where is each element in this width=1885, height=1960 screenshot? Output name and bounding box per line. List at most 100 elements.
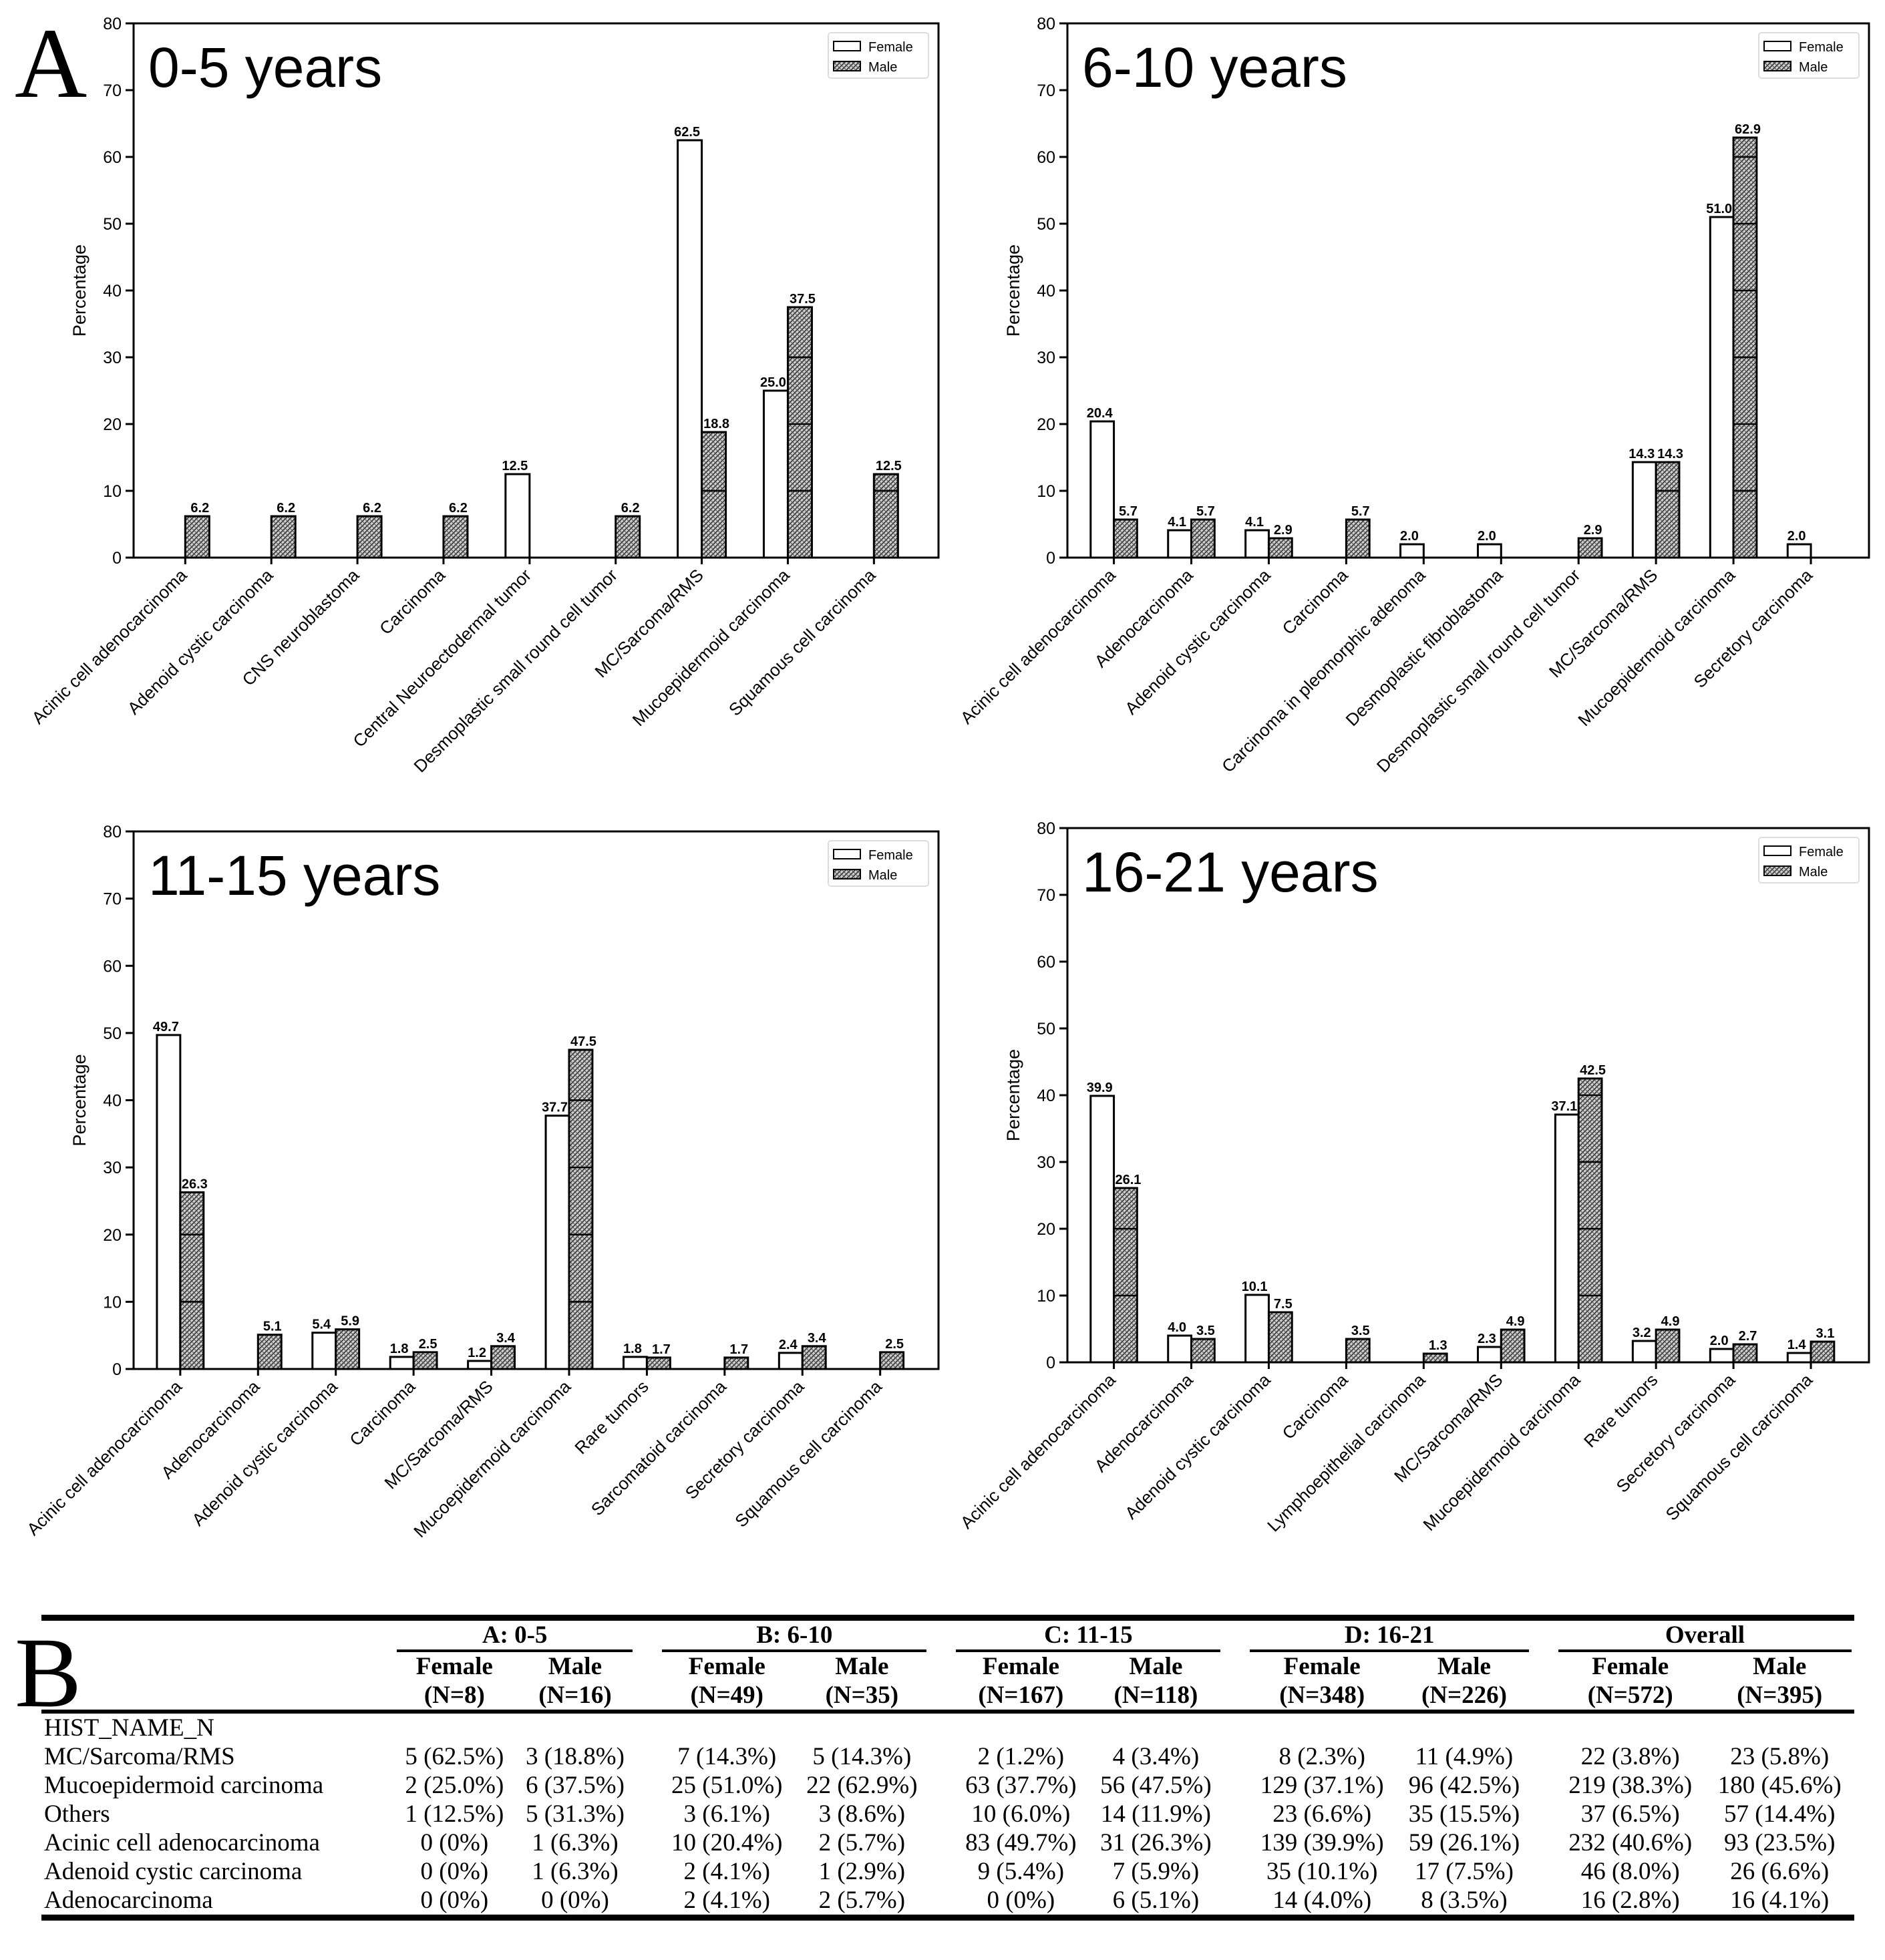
x-tick-label: Sarcomatoid carcinoma	[587, 1376, 731, 1520]
table-group-header-row: A: 0-5 B: 6-10 C: 11-15 D: 16-21 Overall	[41, 1617, 1854, 1652]
y-tick-label: 40	[1037, 282, 1055, 301]
group-header: D: 16-21	[1247, 1618, 1532, 1652]
bar-male	[1422, 1352, 1448, 1364]
data-label: 14.3	[1629, 447, 1655, 461]
data-label: 51.0	[1706, 202, 1732, 216]
y-tick-label: 0	[1046, 549, 1055, 568]
column-n: (N=8)	[394, 1681, 515, 1714]
table-cell: 2 (1.2%)	[977, 1743, 1065, 1770]
data-label: 2.0	[1787, 529, 1806, 544]
data-label: 37.5	[790, 292, 816, 307]
data-label: 3.5	[1351, 1324, 1370, 1338]
bar-female	[1631, 461, 1657, 559]
column-header: Female	[1283, 1653, 1361, 1680]
bar-female	[1089, 420, 1116, 559]
bar-male	[786, 306, 813, 559]
data-label: 4.9	[1506, 1314, 1525, 1329]
group-header: A: 0-5	[394, 1618, 635, 1652]
data-label: 25.0	[760, 375, 786, 390]
data-label: 2.0	[1400, 529, 1419, 544]
bar-male	[801, 1345, 827, 1370]
bar-female	[1786, 1352, 1812, 1364]
data-label: 20.4	[1087, 406, 1113, 421]
data-label: 1.7	[729, 1342, 748, 1357]
data-label: 5.9	[341, 1314, 359, 1329]
table-cell: 56 (47.5%)	[1100, 1772, 1212, 1799]
data-label: 4.9	[1661, 1314, 1680, 1329]
bar-male	[1267, 537, 1293, 559]
column-header: Female	[982, 1653, 1059, 1680]
data-label: 5.4	[312, 1318, 331, 1332]
y-tick-label: 40	[103, 1092, 122, 1111]
data-label: 1.4	[1787, 1338, 1807, 1352]
x-tick-label: Adenoid cystic carcinoma	[1121, 565, 1274, 719]
y-tick-label: 20	[1037, 415, 1055, 434]
data-label: 1.8	[390, 1342, 409, 1356]
table-cell: 10 (6.0%)	[971, 1800, 1071, 1828]
y-tick-label: 60	[1037, 953, 1055, 972]
bar-female	[1244, 1294, 1270, 1364]
legend-label-female: Female	[1799, 40, 1844, 55]
y-tick-label: 70	[103, 81, 122, 100]
bar-female	[1709, 1348, 1735, 1364]
table-cell: 7 (5.9%)	[1112, 1858, 1200, 1885]
bar-female	[156, 1034, 182, 1370]
table-cell: 83 (49.7%)	[965, 1829, 1077, 1856]
data-label: 4.1	[1168, 515, 1186, 530]
y-tick-label: 60	[1037, 148, 1055, 167]
y-tick-label: 70	[1037, 886, 1055, 905]
table-cell: 219 (38.3%)	[1568, 1772, 1693, 1799]
legend-swatch-female	[1763, 845, 1791, 856]
table-cell: 26 (6.6%)	[1730, 1858, 1830, 1885]
data-label: 3.4	[808, 1331, 827, 1346]
y-tick-label: 80	[1037, 819, 1055, 838]
table-cell: 0 (0%)	[420, 1858, 489, 1885]
y-tick-label: 80	[103, 823, 122, 841]
y-tick-label: 0	[1046, 1354, 1055, 1372]
bar-male	[442, 515, 469, 559]
legend-label-male: Male	[1799, 60, 1828, 75]
table-cell: 23 (5.8%)	[1730, 1743, 1830, 1770]
panel-label-a: A	[15, 8, 88, 119]
bar-male	[1190, 1338, 1216, 1364]
bar-female	[389, 1356, 415, 1370]
x-tick-label: Desmoplastic fibroblastoma	[1341, 565, 1506, 730]
table-cell: 10 (20.4%)	[671, 1829, 783, 1856]
table-cell: 93 (23.5%)	[1723, 1829, 1836, 1856]
x-tick-label: Adenoid cystic carcinoma	[1121, 1370, 1274, 1523]
bar-male	[1655, 461, 1681, 559]
data-label: 42.5	[1580, 1063, 1606, 1078]
bar-female	[1554, 1113, 1580, 1364]
data-label: 2.3	[1478, 1332, 1496, 1346]
legend-swatch-female	[1763, 41, 1791, 51]
bar-male	[335, 1328, 361, 1370]
plot-frame	[132, 22, 940, 559]
table-cell: 2 (4.1%)	[683, 1887, 770, 1914]
bar-female	[311, 1332, 337, 1370]
x-tick-label: Carcinoma	[375, 565, 449, 638]
x-tick-label: Carcinoma	[1278, 1370, 1352, 1443]
column-n: (N=16)	[514, 1681, 636, 1714]
summary-table: A: 0-5 B: 6-10 C: 11-15 D: 16-21 Overall…	[41, 1615, 1854, 1921]
bar-female	[1167, 1334, 1193, 1364]
data-label: 62.9	[1735, 122, 1761, 137]
data-label: 26.1	[1115, 1173, 1141, 1187]
table-cell: 63 (37.7%)	[965, 1772, 1077, 1799]
data-label: 4.0	[1168, 1320, 1186, 1335]
bar-male	[645, 1356, 671, 1370]
data-label: 12.5	[502, 459, 528, 473]
data-label: 5.1	[263, 1320, 282, 1334]
y-tick-label: 80	[1037, 15, 1055, 33]
bar-male	[1655, 1328, 1681, 1364]
bar-male	[615, 515, 641, 559]
row-label: Mucoepidermoid carcinoma	[44, 1772, 324, 1799]
bar-female	[1709, 216, 1735, 559]
bar-male	[184, 515, 210, 559]
data-label: 3.2	[1633, 1326, 1651, 1340]
y-tick-label: 30	[1037, 349, 1055, 367]
table-cell: 37 (6.5%)	[1580, 1800, 1680, 1828]
table-cell: 9 (5.4%)	[977, 1858, 1065, 1885]
table-cell: 8 (3.5%)	[1421, 1887, 1508, 1914]
table-row: Adenocarcinoma 0 (0%) 0 (0%) 2 (4.1%) 2 (5.7…	[41, 1886, 1854, 1918]
bar-male	[879, 1351, 905, 1370]
